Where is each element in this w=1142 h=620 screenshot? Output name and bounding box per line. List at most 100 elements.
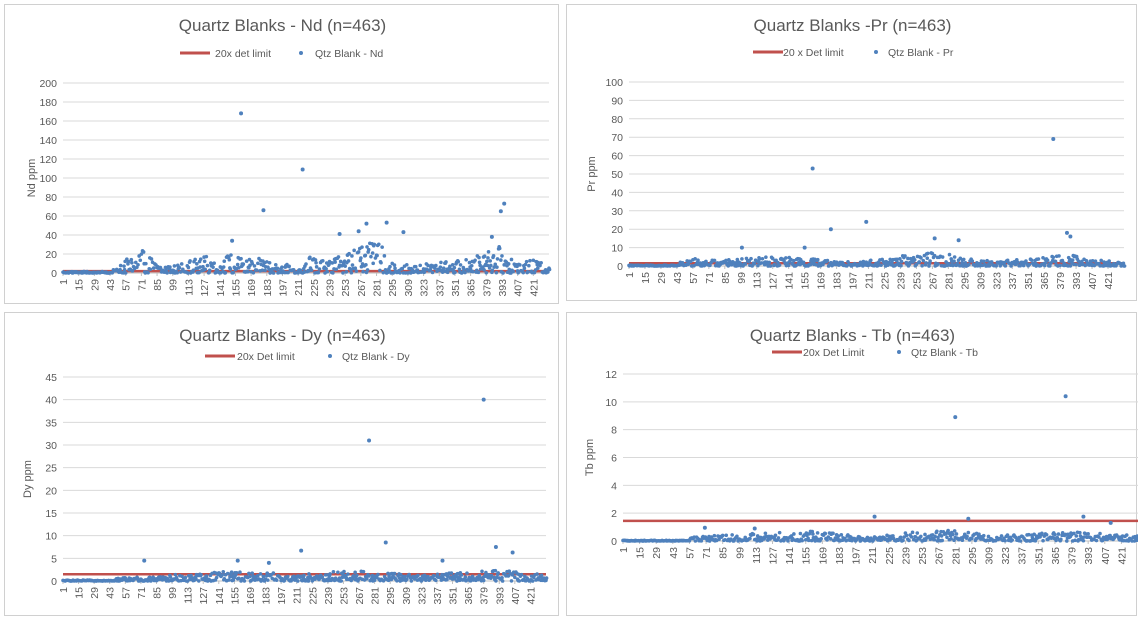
data-point: [488, 259, 493, 263]
data-point: [1099, 258, 1103, 263]
y-axis-label: Pr ppm: [586, 156, 598, 191]
y-tick-label: 50: [611, 169, 623, 181]
legend-points-swatch: [328, 354, 332, 358]
data-point: [361, 569, 366, 574]
x-tick-label: 281: [370, 587, 382, 605]
data-point: [752, 261, 757, 266]
data-point: [1078, 530, 1082, 535]
x-tick-label: 113: [183, 587, 195, 604]
data-point: [360, 245, 364, 249]
data-point: [148, 575, 152, 580]
data-point: [458, 263, 463, 267]
x-tick-label: 351: [450, 279, 462, 297]
data-point: [1027, 532, 1031, 537]
data-point: [798, 531, 803, 536]
chart-nd: Quartz Blanks - Nd (n=463) 20x det limit Q…: [26, 16, 552, 297]
data-point: [536, 266, 540, 271]
data-point: [970, 259, 975, 263]
x-tick-label: 197: [848, 272, 860, 290]
data-point: [819, 537, 823, 541]
data-point: [965, 534, 969, 539]
data-point: [823, 531, 828, 536]
x-tick-label: 239: [323, 587, 335, 605]
data-point: [122, 267, 127, 272]
chart-pr: Quartz Blanks -Pr (n=463) 20 x Det limit Q…: [586, 16, 1127, 290]
data-point: [271, 271, 276, 275]
data-point: [302, 270, 307, 274]
data-point: [693, 256, 697, 261]
data-point: [521, 270, 526, 275]
data-point: [764, 255, 768, 259]
data-point: [1090, 258, 1095, 263]
data-point: [497, 246, 502, 251]
data-point: [523, 262, 528, 267]
data-point: [221, 569, 226, 574]
data-point: [539, 573, 544, 577]
data-point: [408, 271, 413, 275]
data-point: [239, 256, 243, 261]
data-point: [757, 257, 762, 261]
data-point: [831, 531, 835, 536]
data-point: [439, 260, 443, 265]
x-tick-label: 71: [136, 279, 148, 291]
data-point: [930, 251, 935, 256]
y-axis-label: Tb ppm: [584, 439, 596, 476]
data-point: [316, 270, 321, 275]
data-point: [359, 256, 363, 260]
x-tick-label: 127: [768, 547, 780, 565]
data-point: [524, 259, 529, 264]
y-tick-label: 40: [611, 187, 623, 199]
data-point: [484, 570, 488, 575]
data-point-outlier: [367, 438, 372, 443]
x-tick-label: 407: [513, 279, 525, 297]
data-point: [825, 538, 829, 542]
data-point: [398, 271, 402, 275]
x-tick-label: 323: [416, 587, 428, 605]
data-point: [901, 538, 905, 543]
data-point: [267, 267, 271, 272]
data-point-outlier: [1068, 234, 1073, 239]
x-tick-label: 379: [479, 587, 491, 605]
data-point: [328, 572, 332, 576]
data-point: [786, 539, 790, 543]
data-point: [183, 575, 188, 580]
data-points: [61, 397, 549, 583]
data-point: [342, 569, 346, 574]
x-tick-label: 295: [967, 547, 979, 565]
data-point: [712, 258, 717, 263]
data-point: [767, 260, 772, 265]
data-point: [444, 260, 448, 264]
x-tick-label: 351: [448, 587, 460, 605]
data-point: [686, 262, 691, 267]
data-point: [806, 538, 811, 543]
data-point: [792, 258, 796, 263]
y-tick-label: 60: [45, 211, 57, 223]
data-point: [888, 257, 892, 262]
data-point: [906, 256, 910, 261]
x-tick-label: 337: [432, 587, 444, 605]
data-point: [728, 259, 732, 264]
y-tick-label: 20: [45, 485, 57, 497]
data-point-outlier: [498, 209, 503, 214]
data-point: [940, 538, 945, 543]
data-point: [450, 262, 455, 267]
data-point: [158, 265, 163, 270]
data-point: [936, 535, 940, 540]
x-tick-label: 281: [950, 547, 962, 565]
data-point: [196, 579, 201, 583]
data-point: [519, 572, 524, 577]
data-point: [784, 256, 788, 260]
data-point: [462, 267, 466, 271]
data-point: [177, 265, 182, 270]
data-point: [1009, 264, 1013, 268]
data-point-outlier: [966, 516, 971, 521]
data-point-outlier: [299, 548, 304, 553]
data-point: [453, 270, 457, 275]
data-point: [123, 576, 128, 580]
legend-limit-label: 20x Det Limit: [803, 347, 864, 359]
data-point: [274, 578, 279, 582]
x-tick-label: 323: [419, 279, 431, 297]
data-point: [286, 574, 290, 579]
x-tick-label: 113: [751, 547, 763, 564]
x-tick-label: 253: [338, 587, 350, 605]
